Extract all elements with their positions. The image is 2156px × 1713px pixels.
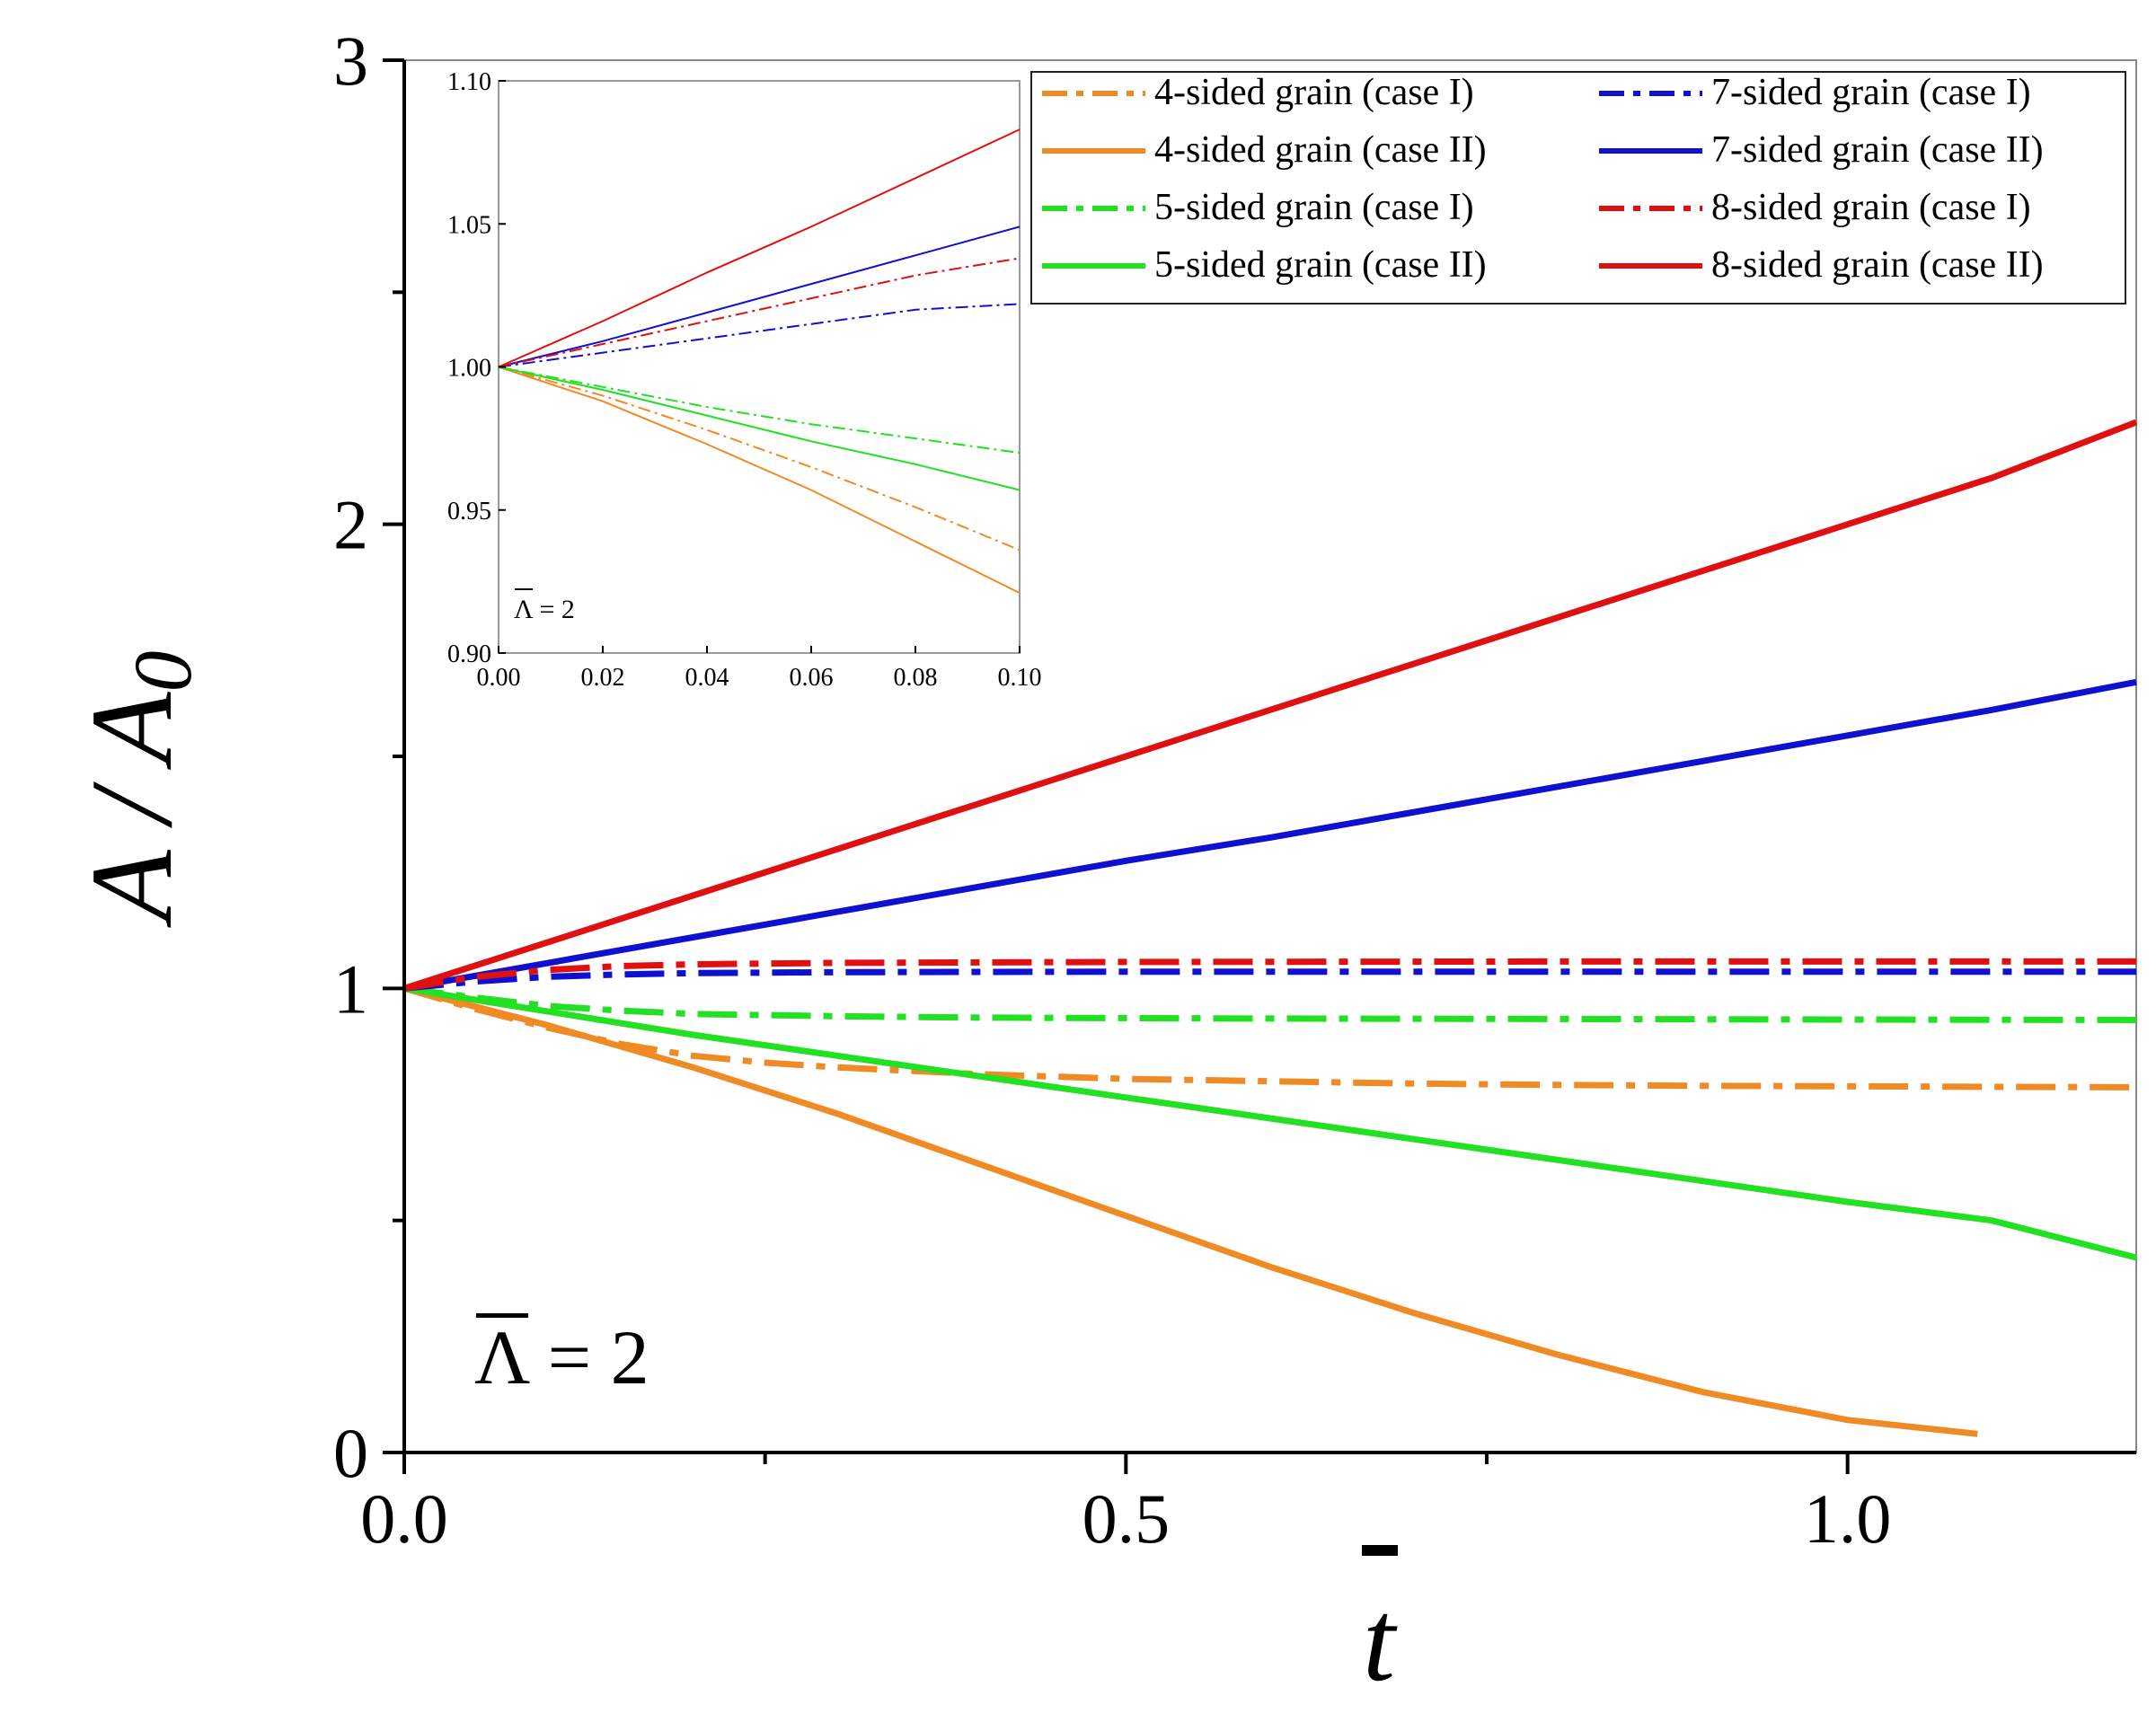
inset-y-tick-label: 1.05 [447, 211, 491, 239]
inset-series-line-8-sided-grain-case-ii [498, 128, 1021, 368]
x-tick-label: 1.0 [1804, 1479, 1892, 1558]
x-tick-label: 0.5 [1082, 1479, 1171, 1558]
main-series-line-5-sided-grain-case-ii [403, 985, 2137, 1261]
inset-series-line-7-sided-grain-case-ii [498, 225, 1021, 368]
main-ticks-group: 0 1 2 3 0.0 0.5 1.0 [333, 22, 1891, 1558]
y-tick-label: 1 [333, 949, 368, 1028]
inset-series-line-5-sided-grain-case-i [498, 366, 1021, 455]
main-series-line-8-sided-grain-case-ii [402, 419, 2138, 992]
main-series-line-7-sided-grain-case-i [403, 968, 2136, 992]
main-series-line-4-sided-grain-case-i [403, 985, 2137, 1090]
inset-series-line-7-sided-grain-case-i [498, 303, 1021, 368]
x-axis-label: t [1363, 1576, 1398, 1706]
inset-series-line-5-sided-grain-case-ii [498, 366, 1021, 491]
main-series-line-5-sided-grain-case-i [403, 985, 2137, 1023]
legend-label-8-sided-grain-case-ii: 8-sided grain (case II) [1711, 244, 2044, 286]
main-series-group [402, 419, 2138, 1437]
y-axis-label-main: A / A [67, 692, 197, 929]
inset-ticks-group: 0.90 0.95 1.00 1.05 1.10 0.00 0.02 0.04 0.06 0.08… [447, 68, 1042, 692]
legend-label-4-sided-grain-case-ii: 4-sided grain (case II) [1154, 129, 1487, 171]
inset-y-tick-label: 1.10 [447, 68, 491, 96]
y-tick-label: 3 [333, 22, 368, 100]
inset-x-tick-label: 0.06 [790, 664, 834, 692]
inset-series-line-4-sided-grain-case-ii [498, 366, 1021, 594]
legend: 4-sided grain (case I) 4-sided grain (cas… [1030, 71, 2126, 305]
legend-label-7-sided-grain-case-ii: 7-sided grain (case II) [1711, 129, 2044, 171]
inset-x-tick-label: 0.04 [685, 664, 729, 692]
x-tick-label: 0.0 [360, 1479, 448, 1558]
inset-series-line-4-sided-grain-case-i [498, 366, 1021, 552]
y-tick-label: 0 [333, 1414, 368, 1492]
inset-y-tick-label: 0.90 [447, 640, 491, 668]
inset-x-tick-label: 0.08 [894, 664, 938, 692]
legend-label-5-sided-grain-case-i: 5-sided grain (case I) [1154, 187, 1474, 228]
legend-items: 4-sided grain (case I) 4-sided grain (cas… [1042, 72, 2044, 286]
x-axis-label-overbar [1362, 1545, 1398, 1556]
legend-label-5-sided-grain-case-ii: 5-sided grain (case II) [1154, 244, 1487, 286]
y-axis-label-subscript: 0 [117, 650, 208, 692]
main-series-line-8-sided-grain-case-i [403, 958, 2136, 992]
main-annotation: Λ = 2 [474, 1314, 649, 1400]
inset-y-tick-label: 1.00 [447, 355, 491, 383]
inset-y-tick-label: 0.95 [447, 498, 491, 525]
inset-x-tick-label: 0.00 [477, 664, 521, 692]
legend-label-8-sided-grain-case-i: 8-sided grain (case I) [1711, 187, 2031, 228]
inset-chart: 0.90 0.95 1.00 1.05 1.10 0.00 0.02 0.04 0.06 0.08… [447, 68, 1042, 692]
main-series-line-7-sided-grain-case-ii [403, 678, 2137, 992]
inset-frame [498, 80, 1021, 654]
legend-box [1030, 71, 2126, 305]
y-axis-label: A / A0 [67, 650, 208, 928]
inset-series-line-8-sided-grain-case-i [498, 257, 1021, 368]
inset-annotation-overbar [515, 588, 533, 590]
inset-annotation: Λ = 2 [514, 595, 575, 624]
legend-label-7-sided-grain-case-i: 7-sided grain (case I) [1711, 72, 2031, 113]
y-tick-label: 2 [333, 486, 368, 564]
inset-x-tick-label: 0.02 [581, 664, 625, 692]
legend-label-4-sided-grain-case-i: 4-sided grain (case I) [1154, 72, 1474, 113]
inset-series-group [498, 128, 1021, 594]
svg-text:A / A0: A / A0 [67, 650, 208, 928]
main-series-line-4-sided-grain-case-ii [403, 985, 1978, 1437]
inset-x-tick-label: 0.10 [998, 664, 1042, 692]
main-annotation-overbar [476, 1313, 528, 1318]
